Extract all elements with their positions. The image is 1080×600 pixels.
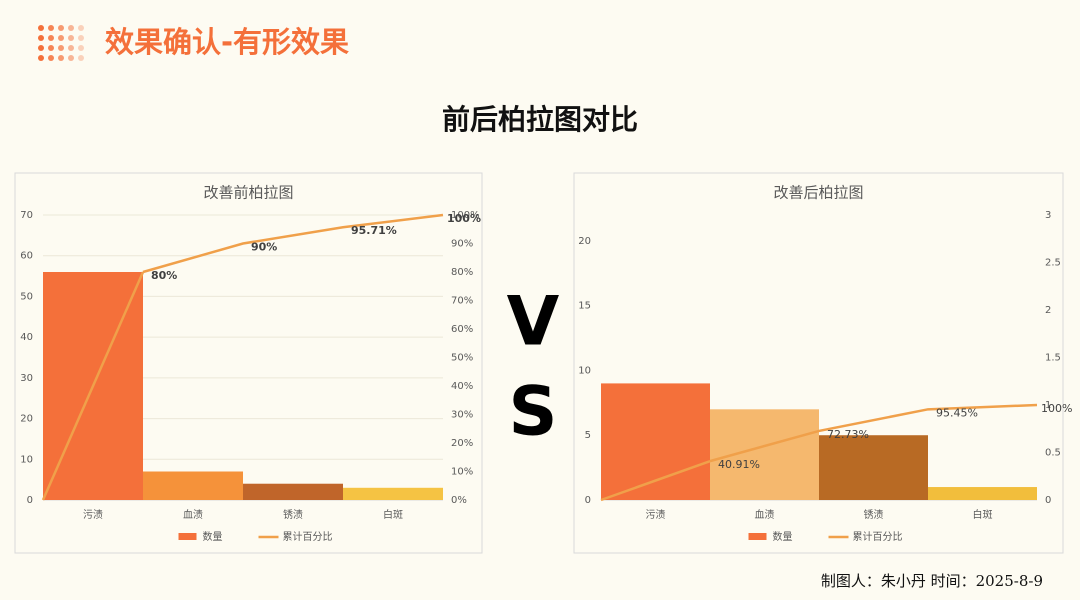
header-title: 效果确认-有形效果 (105, 25, 349, 59)
y2-tick-label: 50% (451, 353, 473, 364)
y2-tick-label: 40% (451, 381, 473, 392)
y-tick-label: 70 (20, 210, 33, 221)
bar (143, 471, 243, 500)
y-tick-label: 15 (578, 301, 591, 312)
y2-tick-label: 0 (1045, 495, 1051, 506)
subtitle: 前后柏拉图对比 (442, 103, 638, 136)
y2-tick-label: 0% (451, 495, 467, 506)
y-tick-label: 0 (27, 495, 33, 506)
x-tick-label: 白斑 (383, 508, 403, 521)
y2-tick-label: 1.5 (1045, 353, 1061, 364)
y-tick-label: 5 (585, 430, 591, 441)
x-tick-label: 血渍 (755, 508, 775, 521)
pareto-start (600, 459, 711, 502)
y2-tick-label: 2.5 (1045, 258, 1061, 269)
legend-label: 累计百分比 (283, 530, 333, 543)
data-label: 90% (251, 241, 277, 254)
bar (601, 383, 710, 500)
bar (819, 435, 928, 500)
y-tick-label: 40 (20, 332, 33, 343)
y-tick-label: 10 (20, 454, 33, 465)
legend-label: 累计百分比 (853, 530, 903, 543)
y2-tick-label: 20% (451, 438, 473, 449)
data-label: 80% (151, 269, 177, 282)
vs-letter: V (507, 283, 560, 362)
chart-title: 改善后柏拉图 (773, 184, 863, 202)
y-tick-label: 10 (578, 365, 591, 376)
data-label: 100% (1041, 402, 1072, 415)
data-label: 95.45% (936, 406, 978, 419)
data-label: 100% (447, 212, 481, 225)
y-tick-label: 20 (20, 414, 33, 425)
y-tick-label: 0 (585, 495, 591, 506)
bar (710, 409, 819, 500)
bar (243, 483, 343, 500)
cumulative-line (142, 213, 444, 274)
y-tick-label: 60 (20, 251, 33, 262)
pareto-start (41, 271, 145, 501)
chart-title: 改善前柏拉图 (203, 184, 293, 202)
data-label: 72.73% (827, 428, 869, 441)
x-tick-label: 污渍 (646, 508, 666, 521)
legend-swatch (178, 533, 197, 540)
bar (928, 487, 1037, 500)
vs-letter: S (509, 373, 558, 452)
y2-tick-label: 100% (451, 210, 480, 221)
y2-tick-label: 3 (1045, 210, 1051, 221)
data-label: 95.71% (351, 224, 397, 237)
y-tick-label: 30 (20, 373, 33, 384)
y2-tick-label: 70% (451, 296, 473, 307)
cumulative-line (709, 403, 1038, 463)
y-tick-label: 20 (578, 236, 591, 247)
bar (343, 487, 443, 500)
y2-tick-label: 10% (451, 467, 473, 478)
x-tick-label: 白斑 (973, 508, 993, 521)
footer: 制图人：朱小丹 时间：2025-8-9 (821, 572, 1043, 590)
x-tick-label: 血渍 (183, 508, 203, 521)
legend-label: 数量 (773, 530, 793, 543)
y2-tick-label: 30% (451, 410, 473, 421)
x-tick-label: 污渍 (83, 508, 103, 521)
y2-tick-label: 2 (1045, 305, 1051, 316)
y2-tick-label: 90% (451, 239, 473, 250)
data-label: 40.91% (718, 458, 760, 471)
legend-swatch (748, 533, 767, 540)
y2-tick-label: 60% (451, 324, 473, 335)
x-tick-label: 锈渍 (864, 508, 884, 521)
legend-label: 数量 (203, 530, 223, 543)
dots-icon (38, 25, 84, 61)
y2-tick-label: 0.5 (1045, 448, 1061, 459)
y2-tick-label: 1 (1045, 400, 1051, 411)
x-tick-label: 锈渍 (283, 508, 303, 521)
y2-tick-label: 80% (451, 267, 473, 278)
y-tick-label: 50 (20, 291, 33, 302)
